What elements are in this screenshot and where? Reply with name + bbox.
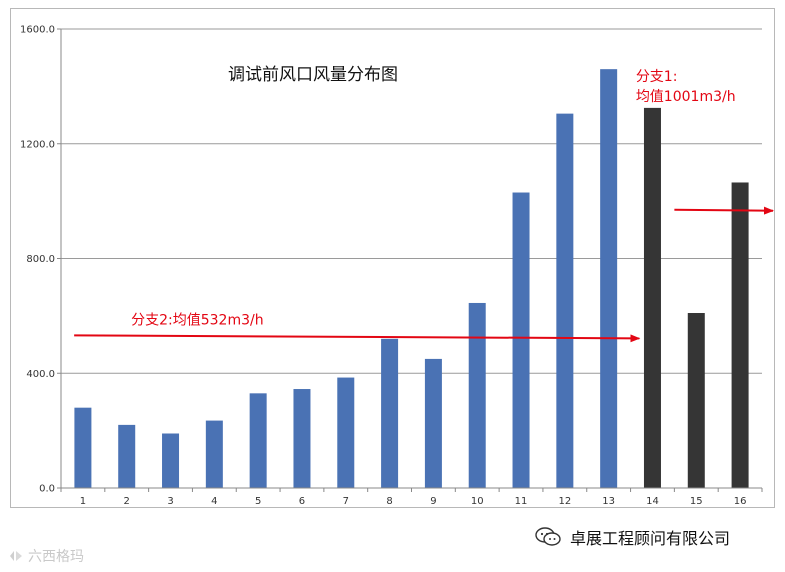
annotation-label-branch1: 分支1:: [636, 69, 678, 85]
x-tick-label: 7: [343, 496, 349, 507]
bar: [556, 113, 574, 489]
bar: [512, 192, 530, 489]
logo-icon: [10, 551, 22, 561]
annotations: 分支2:均值532m3/h 分支1: 均值1001m3/h: [74, 69, 774, 343]
x-tick-label: 10: [471, 496, 484, 507]
watermark-text: 六西格玛: [28, 549, 84, 565]
watermark: 六西格玛: [8, 546, 84, 566]
bar: [468, 302, 486, 488]
x-tick-label: 13: [602, 496, 615, 507]
bar: [162, 433, 180, 488]
x-tick-label: 4: [211, 496, 217, 507]
x-tick-label: 1: [80, 496, 86, 507]
wechat-icon: [535, 527, 561, 546]
x-tick-label: 5: [255, 496, 261, 507]
bar: [643, 107, 661, 488]
x-tick-label: 11: [515, 496, 528, 507]
x-tick-label: 15: [690, 496, 703, 507]
bar: [381, 338, 399, 488]
annotation-arrow-branch1: [674, 206, 774, 215]
bars: [74, 69, 749, 489]
bar: [249, 393, 267, 488]
bar: [424, 358, 442, 488]
brand-name: 卓展工程顾问有限公司: [570, 529, 731, 548]
chart-title: 调试前风口风量分布图: [228, 65, 398, 85]
x-tick-label: 9: [430, 496, 436, 507]
chart-frame: 0.0 400.0 800.0 1200.0 1600.0 1 2 3 4 5 6 7 8 9 10 11 12…: [10, 8, 775, 508]
annotation-arrow-branch2: [74, 334, 641, 343]
bar: [600, 69, 618, 488]
annotation-label-branch2: 分支2:均值532m3/h: [131, 312, 263, 328]
y-tick-label: 800.0: [26, 254, 55, 265]
x-tick-label: 6: [299, 496, 305, 507]
y-tick-label: 400.0: [26, 369, 55, 380]
bar: [687, 313, 705, 488]
bar: [731, 182, 749, 488]
x-tick-label: 3: [167, 496, 173, 507]
x-tick-label: 12: [558, 496, 571, 507]
y-tick-label: 0.0: [39, 484, 55, 495]
x-tick-label: 16: [734, 496, 747, 507]
x-tick-label: 2: [124, 496, 130, 507]
bar: [118, 424, 136, 488]
annotation-label-branch1: 均值1001m3/h: [636, 89, 736, 105]
bar: [74, 407, 92, 488]
bar: [205, 420, 223, 488]
y-tick-label: 1600.0: [20, 25, 55, 36]
bar: [293, 389, 311, 488]
bar: [337, 377, 355, 488]
x-tick-label: 14: [646, 496, 659, 507]
x-tick-label: 8: [386, 496, 392, 507]
footer-brand: 卓展工程顾问有限公司: [534, 522, 730, 552]
y-tick-label: 1200.0: [20, 139, 55, 150]
